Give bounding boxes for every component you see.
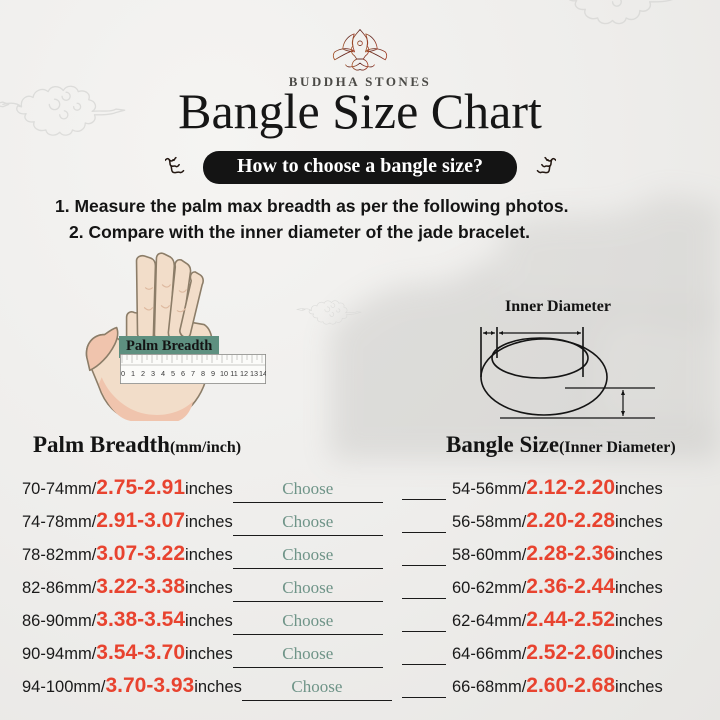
svg-text:13: 13 [250, 369, 258, 378]
svg-text:8: 8 [201, 369, 205, 378]
svg-text:0: 0 [121, 369, 125, 378]
svg-text:4: 4 [161, 369, 165, 378]
svg-text:6: 6 [181, 369, 185, 378]
svg-text:11: 11 [230, 369, 238, 378]
svg-text:5: 5 [171, 369, 175, 378]
svg-text:9: 9 [211, 369, 215, 378]
svg-text:14: 14 [259, 369, 266, 378]
svg-text:3: 3 [151, 369, 155, 378]
svg-text:10: 10 [220, 369, 228, 378]
svg-text:2: 2 [141, 369, 145, 378]
svg-text:1: 1 [131, 369, 135, 378]
svg-text:7: 7 [191, 369, 195, 378]
svg-text:12: 12 [240, 369, 248, 378]
